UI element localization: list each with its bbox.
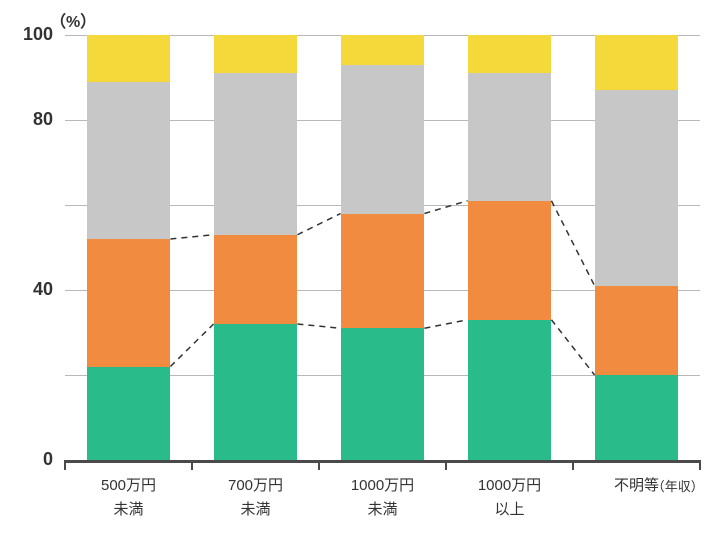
bar-segment-gray <box>468 73 552 201</box>
bar-segment-yellow <box>468 35 552 73</box>
bar-column <box>468 35 552 460</box>
bar-column <box>87 35 171 460</box>
stacked-bar-chart: （%） 0 40 80 100 500万円 未満700万円 未満1000万円 未満100… <box>0 0 710 538</box>
x-tick <box>318 460 320 470</box>
x-tick <box>699 460 701 470</box>
x-axis-line <box>65 460 700 463</box>
y-axis-title: （%） <box>50 8 96 32</box>
bar-segment-green <box>341 328 425 460</box>
bar-segment-yellow <box>87 35 171 82</box>
bar-segment-orange <box>214 235 298 324</box>
bar-column <box>214 35 298 460</box>
x-axis-label: 1000万円 以上 <box>446 474 573 522</box>
bar-segment-green <box>214 324 298 460</box>
bar-segment-gray <box>214 73 298 235</box>
bar-segment-yellow <box>341 35 425 65</box>
x-axis-label: 500万円 未満 <box>65 474 192 522</box>
x-tick <box>191 460 193 470</box>
x-tick <box>572 460 574 470</box>
y-tick-label: 100 <box>0 24 53 45</box>
bar-segment-green <box>87 367 171 461</box>
y-tick-label: 0 <box>0 449 53 470</box>
x-tick <box>64 460 66 470</box>
x-axis-suffix: （年収） <box>652 476 704 495</box>
bar-segment-yellow <box>214 35 298 73</box>
bar-segment-green <box>468 320 552 460</box>
x-axis-label: 1000万円 未満 <box>319 474 446 522</box>
bar-segment-orange <box>87 239 171 367</box>
x-axis-label: 700万円 未満 <box>192 474 319 522</box>
bar-column <box>595 35 679 460</box>
y-tick-label: 40 <box>0 279 53 300</box>
x-tick <box>445 460 447 470</box>
bar-segment-yellow <box>595 35 679 90</box>
bar-column <box>341 35 425 460</box>
y-tick-label: 80 <box>0 109 53 130</box>
bar-segment-gray <box>595 90 679 286</box>
bar-segment-green <box>595 375 679 460</box>
bar-segment-orange <box>468 201 552 320</box>
bar-segment-orange <box>341 214 425 329</box>
bar-segment-gray <box>341 65 425 214</box>
bar-segment-gray <box>87 82 171 239</box>
bar-segment-orange <box>595 286 679 375</box>
